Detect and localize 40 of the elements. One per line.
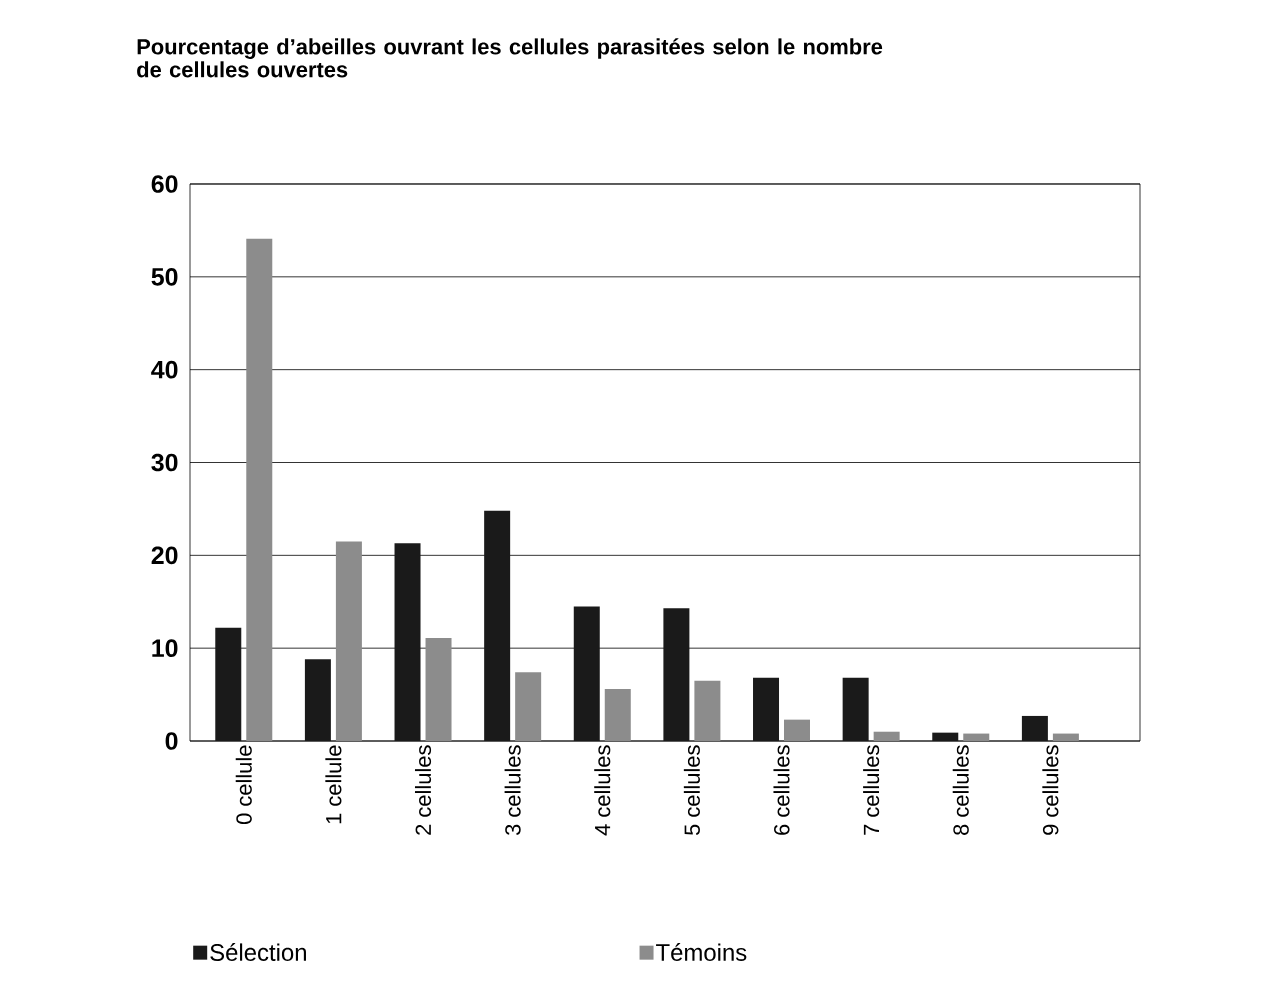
bar — [1052, 733, 1079, 741]
y-tick-label: 50 — [151, 268, 178, 286]
x-tick-label: 8 cellules — [952, 745, 969, 835]
bar — [515, 672, 542, 741]
bar — [663, 608, 690, 741]
legend-label: Sélection — [210, 943, 306, 961]
bar — [215, 627, 242, 741]
bar — [604, 689, 631, 741]
x-tick-label: 2 cellules — [414, 745, 432, 835]
bar — [425, 637, 452, 741]
x-tick-label: 7 cellules — [863, 745, 880, 835]
legend-label: Témoins — [656, 943, 747, 961]
y-tick-label: 30 — [151, 453, 178, 472]
bar — [842, 677, 869, 741]
x-tick-label: 4 cellules — [594, 745, 611, 836]
x-tick-label: 5 cellules — [683, 745, 700, 836]
bar — [246, 238, 273, 741]
bar — [694, 680, 721, 741]
bar — [753, 677, 780, 741]
bar — [932, 732, 959, 741]
bar — [873, 731, 900, 741]
bar — [484, 510, 511, 741]
y-tick-label: 40 — [151, 360, 178, 379]
chart-title: Pourcentage d’abeilles ouvrant les cellules parasitées selon le nombre de cellules ouvertes — [137, 38, 883, 78]
bar — [335, 541, 362, 741]
x-tick-label: 3 cellules — [504, 745, 521, 836]
x-tick-label: 6 cellules — [773, 745, 790, 835]
bar — [394, 543, 421, 741]
bar — [304, 659, 331, 741]
y-tick-label: 20 — [151, 546, 178, 565]
bar — [573, 606, 600, 741]
y-tick-label: 10 — [152, 639, 178, 657]
x-tick-label: 1 cellule — [325, 745, 342, 824]
x-tick-label: 9 cellules — [1042, 745, 1059, 835]
bar — [963, 733, 990, 741]
y-tick-label: 0 — [165, 732, 178, 750]
x-tick-label: 0 cellule — [235, 745, 252, 825]
bar — [784, 719, 811, 741]
bar — [1021, 715, 1048, 741]
y-tick-label: 60 — [151, 175, 178, 193]
